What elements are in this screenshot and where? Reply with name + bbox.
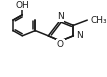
Text: OH: OH: [15, 1, 29, 10]
Text: CH₃: CH₃: [90, 16, 107, 25]
Text: O: O: [57, 40, 64, 49]
Text: N: N: [57, 12, 64, 21]
Text: N: N: [76, 31, 83, 40]
